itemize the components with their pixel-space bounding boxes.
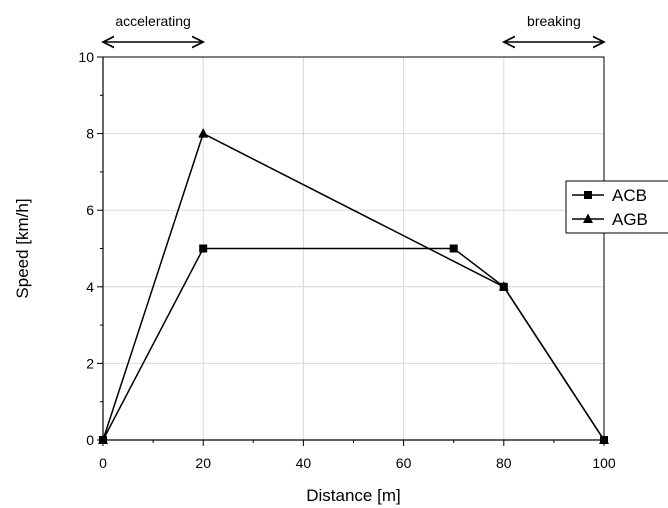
annotation-layer: accelerating breaking	[103, 13, 604, 42]
legend: ACB AGB	[565, 180, 668, 234]
x-tick-label: 100	[592, 455, 616, 471]
series-point-agb	[98, 434, 108, 444]
series-point-agb	[498, 281, 509, 291]
series-point-agb	[198, 128, 209, 138]
axes-layer: 0 20 40 60 80 100 0 2 4 6 8 10	[78, 49, 615, 471]
x-tick-label: 0	[99, 455, 107, 471]
y-tick-label: 0	[86, 432, 94, 448]
legend-label-acb: ACB	[612, 186, 647, 205]
x-tick-label: 80	[496, 455, 512, 471]
x-axis-label: Distance [m]	[306, 486, 400, 505]
annotation-label-1: breaking	[527, 13, 581, 29]
x-tick-label: 20	[195, 455, 211, 471]
series-line-agb	[102, 132, 605, 441]
annotation-label-0: accelerating	[115, 13, 191, 29]
y-tick-label: 8	[86, 126, 94, 142]
x-tick-label: 60	[396, 455, 412, 471]
series-layer	[98, 128, 609, 444]
series-point-acb	[199, 244, 208, 253]
series-point-agb	[599, 434, 609, 444]
legend-label-agb: AGB	[612, 210, 648, 229]
y-tick-label: 4	[86, 279, 94, 295]
y-tick-label: 2	[86, 355, 94, 371]
legend-marker-agb	[583, 213, 593, 223]
y-axis-label: Speed [km/h]	[13, 198, 32, 298]
legend-box	[565, 180, 668, 234]
legend-marker-acb	[584, 191, 592, 199]
series-point-acb	[449, 244, 458, 253]
y-tick-label: 6	[86, 202, 94, 218]
x-tick-label: 40	[296, 455, 312, 471]
y-tick-label: 10	[78, 49, 94, 65]
